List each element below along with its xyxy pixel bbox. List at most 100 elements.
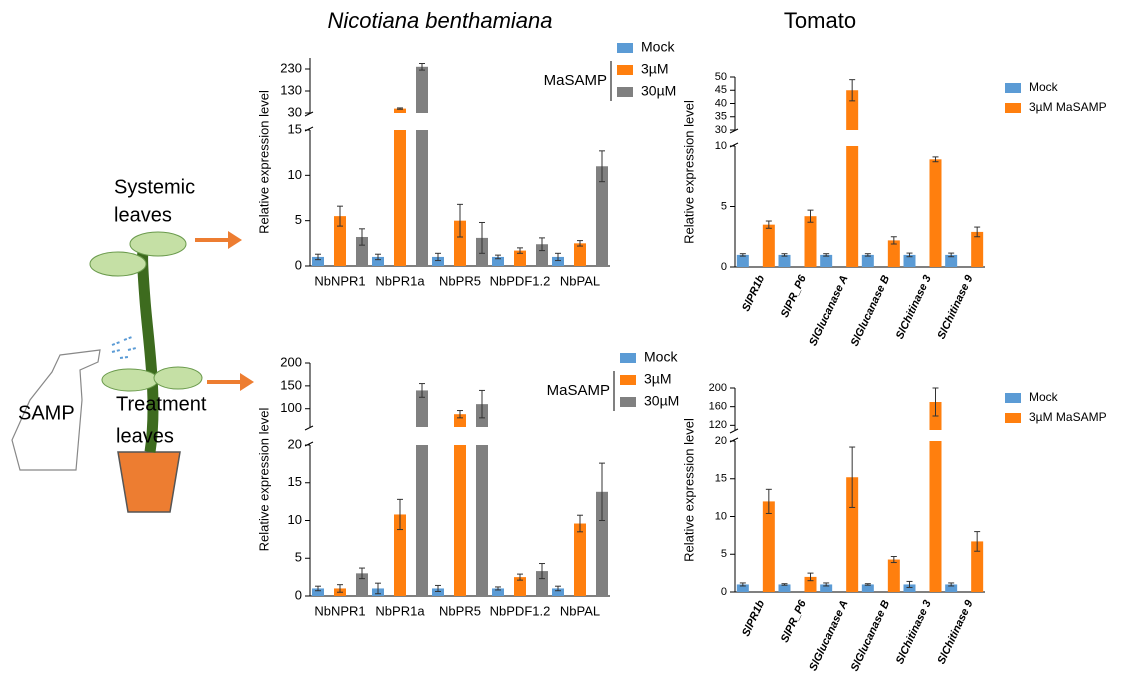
x-tick-label: SlChitinase 3 [894,598,934,666]
y-tick-label: 160 [709,401,727,413]
figure: Nicotiana benthamiana Tomato Systemic le… [0,0,1136,685]
bar [416,445,428,596]
legend-group-label: MaSAMP [544,72,607,89]
x-tick-label: NbPAL [560,273,600,288]
treatment-label: leaves [116,425,174,447]
legend-group-label: MaSAMP [547,382,610,399]
y-tick-label: 15 [288,121,302,136]
y-tick-label: 30 [288,104,302,119]
y-tick-label: 45 [715,84,727,96]
leaf [90,252,146,276]
y-tick-label: 35 [715,111,727,123]
x-tick-label: NbPDF1.2 [490,603,551,618]
legend-label: 30µM [644,393,679,409]
y-axis-label: Relative expression level [256,407,271,551]
bar [820,255,832,267]
y-tick-label: 0 [721,261,727,273]
title-tomato: Tomato [784,8,856,33]
legend-swatch [1005,413,1021,423]
x-tick-label: NbPR1a [375,603,425,618]
leaf [130,232,186,256]
legend-label: 3µM [641,61,669,77]
bar [930,441,942,592]
y-tick-label: 0 [295,257,302,272]
y-tick-label: 5 [721,548,727,560]
x-tick-label: SlPR_P6 [779,598,809,645]
legend-label: Mock [641,39,675,55]
y-tick-label: 10 [288,512,302,527]
legend-swatch [1005,103,1021,113]
y-tick-label: 5 [721,200,727,212]
bar [737,255,749,267]
x-tick-label: SlPR1b [740,273,767,313]
y-tick-label: 100 [280,400,302,415]
plant-illustration: Systemic leaves SAMP Treatment leaves [12,176,254,512]
legend-swatch [620,353,636,363]
x-tick-label: NbPR1a [375,273,425,288]
bar [763,225,775,267]
y-tick-label: 40 [715,97,727,109]
x-tick-label: NbPAL [560,603,600,618]
y-axis-label: Relative expression level [681,418,696,562]
systemic-label: Systemic [114,176,195,198]
x-tick-label: NbPR5 [439,273,481,288]
bar [846,146,858,267]
y-tick-label: 130 [280,82,302,97]
spray-label: SAMP [18,402,75,424]
legend-swatch [620,397,636,407]
bar [394,130,406,266]
bar [779,255,791,267]
axis-break [305,426,313,430]
legend-label: Mock [644,349,678,365]
x-tick-label: NbNPR1 [314,273,365,288]
spray [112,337,136,358]
axis-break [730,429,738,433]
y-tick-label: 5 [295,550,302,565]
x-tick-label: SlPR_P6 [779,273,809,320]
legend-label: Mock [1029,80,1059,94]
bar [888,560,900,592]
bar-upper [416,67,428,113]
y-tick-label: 20 [715,435,727,447]
y-tick-label: 10 [288,167,302,182]
stem [143,244,153,452]
y-tick-label: 200 [709,382,727,394]
leaf [102,369,158,391]
y-tick-label: 10 [715,140,727,152]
y-tick-label: 20 [288,436,302,451]
bar [805,216,817,267]
y-tick-label: 50 [715,71,727,83]
y-axis-label: Relative expression level [256,90,271,234]
x-tick-label: SlChitinase 3 [894,273,934,341]
y-tick-label: 5 [295,212,302,227]
x-tick-label: SlChitinase 9 [935,273,975,341]
legend-label: Mock [1029,390,1059,404]
legend-swatch [617,65,633,75]
arrow [207,373,254,391]
y-tick-label: 0 [721,586,727,598]
x-tick-label: SlChitinase 9 [935,598,975,666]
y-tick-label: 150 [280,377,302,392]
bar [862,255,874,267]
bar [416,130,428,266]
legend-swatch [620,375,636,385]
pot [118,452,180,512]
y-tick-label: 120 [709,419,727,431]
y-tick-label: 200 [280,354,302,369]
title-nb: Nicotiana benthamiana [327,8,552,33]
x-tick-label: NbPR5 [439,603,481,618]
treatment-label: Treatment [116,393,207,415]
y-tick-label: 30 [715,124,727,136]
x-tick-label: SlGlucanase A [807,598,850,673]
x-tick-label: SlPR1b [740,598,767,638]
x-tick-label: SlGlucanase B [849,273,892,348]
y-tick-label: 15 [715,473,727,485]
legend-label: 3µM MaSAMP [1029,410,1107,424]
legend-swatch [1005,393,1021,403]
x-tick-label: SlGlucanase B [849,598,892,673]
x-tick-label: SlGlucanase A [807,273,850,348]
bar [476,445,488,596]
y-tick-label: 0 [295,587,302,602]
bar [454,445,466,596]
y-axis-label: Relative expression level [681,100,696,244]
